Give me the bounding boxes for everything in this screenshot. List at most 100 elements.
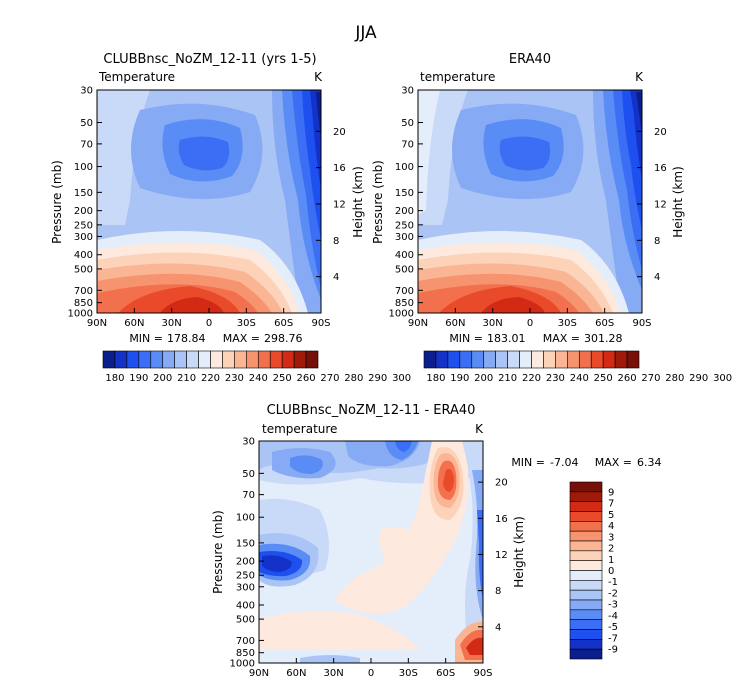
colorbar-swatch: [569, 570, 603, 581]
colorbar-swatch: [150, 350, 164, 369]
colorbar-label: 220: [522, 373, 541, 384]
colorbar-label: 200: [474, 373, 493, 384]
x-tick-label: 0: [368, 668, 374, 679]
colorbar-label: 230: [546, 373, 565, 384]
colorbar-label: -5: [608, 622, 618, 633]
height-axis: 20 16 12 8 4: [478, 478, 508, 633]
units-label: K: [475, 422, 484, 436]
colorbar-label: -3: [608, 600, 618, 611]
x-tick-label: 60S: [436, 668, 455, 679]
height-tick-label: 12: [495, 550, 508, 561]
colorbar-swatch: [578, 350, 592, 369]
y-axis-label: Pressure (mb): [371, 160, 385, 244]
y-tick-label: 30: [401, 86, 414, 97]
y-tick-label: 200: [74, 206, 93, 217]
colorbar-label: 260: [297, 373, 316, 384]
y-tick-label: 1000: [389, 309, 414, 320]
colorbar-swatch: [569, 560, 603, 571]
colorbar-swatch: [569, 639, 603, 650]
figure-title: JJA: [354, 23, 377, 43]
y-axis-label: Pressure (mb): [50, 160, 64, 244]
colorbar-swatch: [186, 350, 199, 369]
min-label: MIN =: [511, 456, 545, 469]
colorbar-swatch: [507, 350, 520, 369]
y-tick-label: 150: [74, 188, 93, 199]
colorbar-swatch: [471, 350, 485, 369]
colorbar-label: 190: [129, 373, 148, 384]
colorbar-label: 280: [344, 373, 363, 384]
x-tick-label: 30S: [237, 318, 256, 329]
y-tick-label: 850: [395, 298, 414, 309]
colorbar-swatch: [569, 501, 603, 512]
height-tick-label: 8: [495, 586, 501, 597]
y-tick-label: 70: [242, 490, 255, 501]
colorbar-swatch: [569, 648, 603, 660]
colorbar-label: 0: [608, 566, 614, 577]
min-label: MIN =: [129, 332, 163, 345]
colorbar-swatch: [569, 580, 603, 591]
band-polar-6: [316, 92, 321, 140]
y-tick-label: 850: [74, 298, 93, 309]
colorbar-label: 240: [249, 373, 268, 384]
y-tick-label: 700: [236, 636, 255, 647]
colorbar-swatch: [222, 350, 235, 369]
colorbar-label: 230: [225, 373, 244, 384]
x-axis: 90N 60N 30N 0 30S 60S 90S: [87, 308, 331, 329]
x-axis: 90N 60N 30N 0 30S 60S 90S: [408, 308, 652, 329]
colorbar-label: 7: [608, 499, 614, 510]
height-axis-label: Height (km): [512, 516, 526, 587]
colorbar-swatch: [293, 350, 307, 369]
x-tick-label: 60S: [274, 318, 293, 329]
x-tick-label: 90N: [87, 318, 107, 329]
min-value: -7.04: [550, 456, 578, 469]
colorbar: 180 190 200 210 220 230 240 250 260 270 280 290 300: [102, 350, 411, 384]
colorbar-label: 9: [608, 487, 614, 498]
band-warm-diag-5: [443, 469, 454, 492]
colorbar-swatch: [447, 350, 461, 369]
y-tick-label: 400: [74, 250, 93, 261]
panel-obs: ERA40 temperature K 90N 60N 30N 0 30S: [371, 52, 732, 384]
height-tick-label: 12: [333, 199, 346, 210]
band-upper-strat-2: [418, 90, 440, 215]
colorbar-swatch: [305, 350, 319, 369]
x-tick-label: 60N: [286, 668, 306, 679]
x-tick-label: 60N: [124, 318, 144, 329]
panel-model: CLUBBnsc_NoZM_12-11 (yrs 1-5) Temperatur…: [50, 52, 411, 384]
contour-field: [418, 90, 642, 313]
colorbar-label: 1: [608, 555, 614, 566]
variable-label: temperature: [420, 70, 495, 84]
y-tick-label: 1000: [230, 659, 255, 670]
panel-title: CLUBBnsc_NoZM_12-11 (yrs 1-5): [103, 52, 316, 67]
band-polar-neg-3: [477, 510, 483, 600]
x-tick-label: 60N: [445, 318, 465, 329]
x-tick-label: 90N: [249, 668, 269, 679]
colorbar-swatch: [569, 481, 603, 493]
colorbar-label: 190: [450, 373, 469, 384]
colorbar-label: 270: [641, 373, 660, 384]
band-neg3-a: [290, 455, 323, 474]
y-tick-label: 150: [395, 188, 414, 199]
colorbar-swatch: [602, 350, 616, 369]
band-strat-cold-3: [499, 136, 551, 171]
colorbar-swatch: [590, 350, 604, 369]
colorbar-swatch: [102, 350, 116, 369]
y-tick-label: 400: [236, 600, 255, 611]
y-tick-label: 50: [242, 469, 255, 480]
colorbar: 180 190 200 210 220 230 240 250 260 270 280 290 300: [423, 350, 732, 384]
colorbar-label: -1: [608, 577, 618, 588]
colorbar-swatch: [569, 511, 603, 522]
height-axis-label: Height (km): [671, 166, 685, 237]
colorbar-label: 300: [713, 373, 732, 384]
colorbar-swatch: [543, 350, 556, 369]
y-tick-label: 30: [242, 437, 255, 448]
x-tick-label: 30N: [162, 318, 182, 329]
y-tick-label: 1000: [68, 309, 93, 320]
band-trop-8: [481, 297, 545, 313]
colorbar-swatch: [483, 350, 496, 369]
y-tick-label: 200: [395, 206, 414, 217]
colorbar-swatch: [614, 350, 628, 369]
colorbar-label: 2: [608, 544, 614, 555]
colorbar-swatch: [569, 629, 603, 640]
